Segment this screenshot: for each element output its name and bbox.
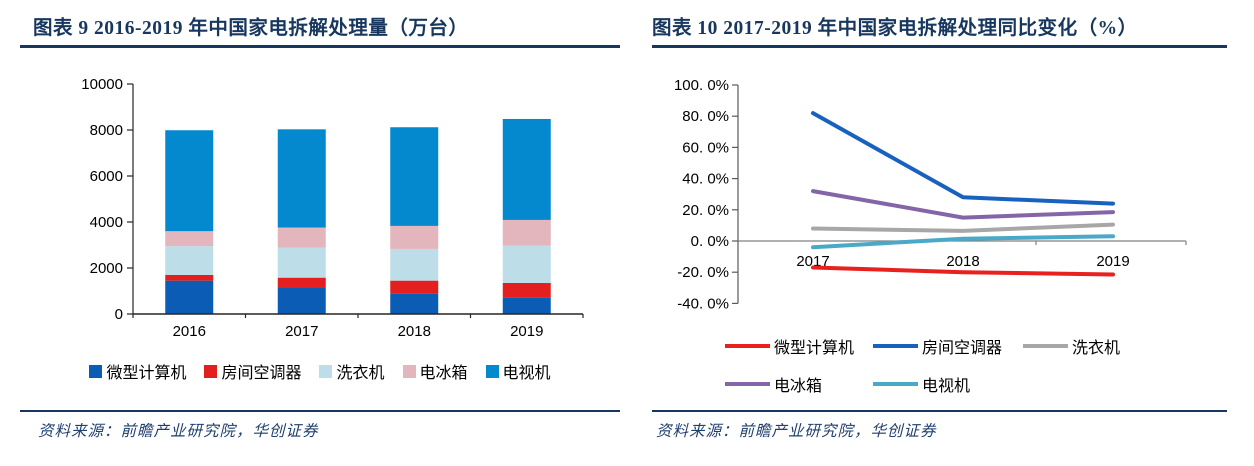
bar-segment	[165, 231, 214, 247]
legend-swatch	[319, 364, 333, 378]
figure10-panel: 图表 10 2017-2019 年中国家电拆解处理同比变化（%） 100. 0%…	[652, 0, 1227, 466]
bar-segment	[502, 118, 551, 220]
legend-item-0: 微型计算机	[89, 359, 186, 383]
y-axis-label: 100. 0%	[674, 77, 729, 94]
bar-segment	[502, 282, 551, 298]
y-axis-label: 80. 0%	[682, 108, 729, 125]
legend-swatch	[89, 364, 103, 378]
figure9-legend: 微型计算机 房间空调器 洗衣机 电冰箱 电视机	[20, 359, 620, 383]
legend-line-swatch	[725, 344, 770, 348]
bar-segment	[390, 225, 439, 249]
y-axis-label: 40. 0%	[682, 171, 729, 188]
figure10-title: 图表 10 2017-2019 年中国家电拆解处理同比变化（%）	[652, 18, 1138, 39]
bar-segment	[277, 287, 326, 314]
legend-swatch	[402, 364, 416, 378]
y-axis-label: 20. 0%	[682, 202, 729, 219]
x-axis-label: 2019	[1096, 253, 1129, 270]
bar-segment	[277, 247, 326, 278]
legend-label: 房间空调器	[922, 340, 1003, 357]
bar-segment	[165, 130, 214, 232]
series-line	[811, 234, 1115, 250]
legend-line-swatch	[873, 382, 918, 386]
y-axis-label: 0. 0%	[691, 233, 729, 250]
figure10-legend: 微型计算机 房间空调器 洗衣机电冰箱 电视机	[725, 334, 1120, 396]
legend-item-4: 电视机	[485, 359, 551, 383]
y-axis-label: 6000	[90, 168, 123, 185]
legend-label: 微型计算机	[106, 365, 187, 382]
x-axis-label: 2017	[285, 323, 318, 340]
y-axis-label: -20. 0%	[677, 264, 729, 281]
y-axis-label: 4000	[90, 214, 123, 231]
legend-item-2: 洗衣机	[1023, 334, 1120, 358]
bar-segment	[165, 274, 214, 281]
bar-segment	[277, 277, 326, 288]
bar-segment	[165, 246, 214, 275]
figure9-source: 资料来源：前瞻产业研究院，华创证券	[38, 423, 319, 440]
legend-item-1: 房间空调器	[873, 334, 1023, 358]
legend-label: 电视机	[922, 378, 971, 395]
figure9-title-rule	[20, 45, 620, 48]
series-line	[811, 265, 1115, 277]
figure9-panel: 图表 9 2016-2019 年中国家电拆解处理量（万台） 2016 2017 20…	[20, 0, 620, 466]
y-axis-label: 2000	[90, 260, 123, 277]
x-axis-label: 2018	[946, 253, 979, 270]
legend-label: 洗衣机	[1072, 340, 1121, 357]
x-axis-label: 2017	[796, 253, 829, 270]
yoy-line-chart: 100. 0% 80. 0% 60. 0% 40. 0% 20. 0% 0. 0% -20.…	[674, 77, 1187, 312]
legend-item-2: 洗衣机	[319, 359, 385, 383]
bar-segment	[502, 297, 551, 314]
legend-line-swatch	[725, 382, 770, 386]
stacked-bar-chart: 2016 2017 2018 2019 0 2000 4000 6000 8000 10000	[81, 76, 584, 340]
series-line	[811, 189, 1115, 220]
figure9-title: 图表 9 2016-2019 年中国家电拆解处理量（万台）	[33, 18, 469, 39]
legend-line-swatch	[1023, 344, 1068, 348]
bar-segment	[277, 227, 326, 248]
bar-segment	[390, 280, 439, 294]
series-line	[811, 111, 1115, 206]
y-axis-label: 8000	[90, 122, 123, 139]
bar-segment	[390, 127, 439, 226]
x-axis-label: 2016	[173, 323, 206, 340]
y-axis-label: 10000	[81, 76, 123, 93]
legend-item-1: 房间空调器	[204, 359, 301, 383]
series-line	[811, 222, 1115, 233]
y-axis-label: 0	[115, 306, 123, 323]
y-axis-label: 60. 0%	[682, 139, 729, 156]
figure9-source-rule	[20, 410, 620, 412]
legend-label: 洗衣机	[336, 365, 385, 382]
bar-segment	[502, 219, 551, 246]
figure10-title-rule	[652, 45, 1227, 48]
legend-swatch	[204, 364, 218, 378]
figure10-source-rule	[652, 410, 1227, 412]
legend-label: 电冰箱	[774, 378, 823, 395]
legend-label: 房间空调器	[221, 365, 302, 382]
legend-item-0: 微型计算机	[725, 334, 873, 358]
bar-segment	[390, 248, 439, 281]
legend-label: 微型计算机	[774, 340, 855, 357]
legend-item-4: 电视机	[873, 372, 1023, 396]
bar-segment	[390, 293, 439, 314]
legend-swatch	[485, 364, 499, 378]
x-axis-label: 2019	[510, 323, 543, 340]
x-axis-label: 2018	[398, 323, 431, 340]
legend-label: 电冰箱	[419, 365, 468, 382]
legend-label: 电视机	[502, 365, 551, 382]
legend-line-swatch	[873, 344, 918, 348]
bar-segment	[502, 245, 551, 283]
legend-item-3: 电冰箱	[402, 359, 468, 383]
bar-segment	[165, 280, 214, 314]
figure10-source: 资料来源：前瞻产业研究院，华创证券	[656, 423, 937, 440]
bar-segment	[277, 129, 326, 228]
y-axis-label: -40. 0%	[677, 295, 729, 312]
legend-item-3: 电冰箱	[725, 372, 873, 396]
